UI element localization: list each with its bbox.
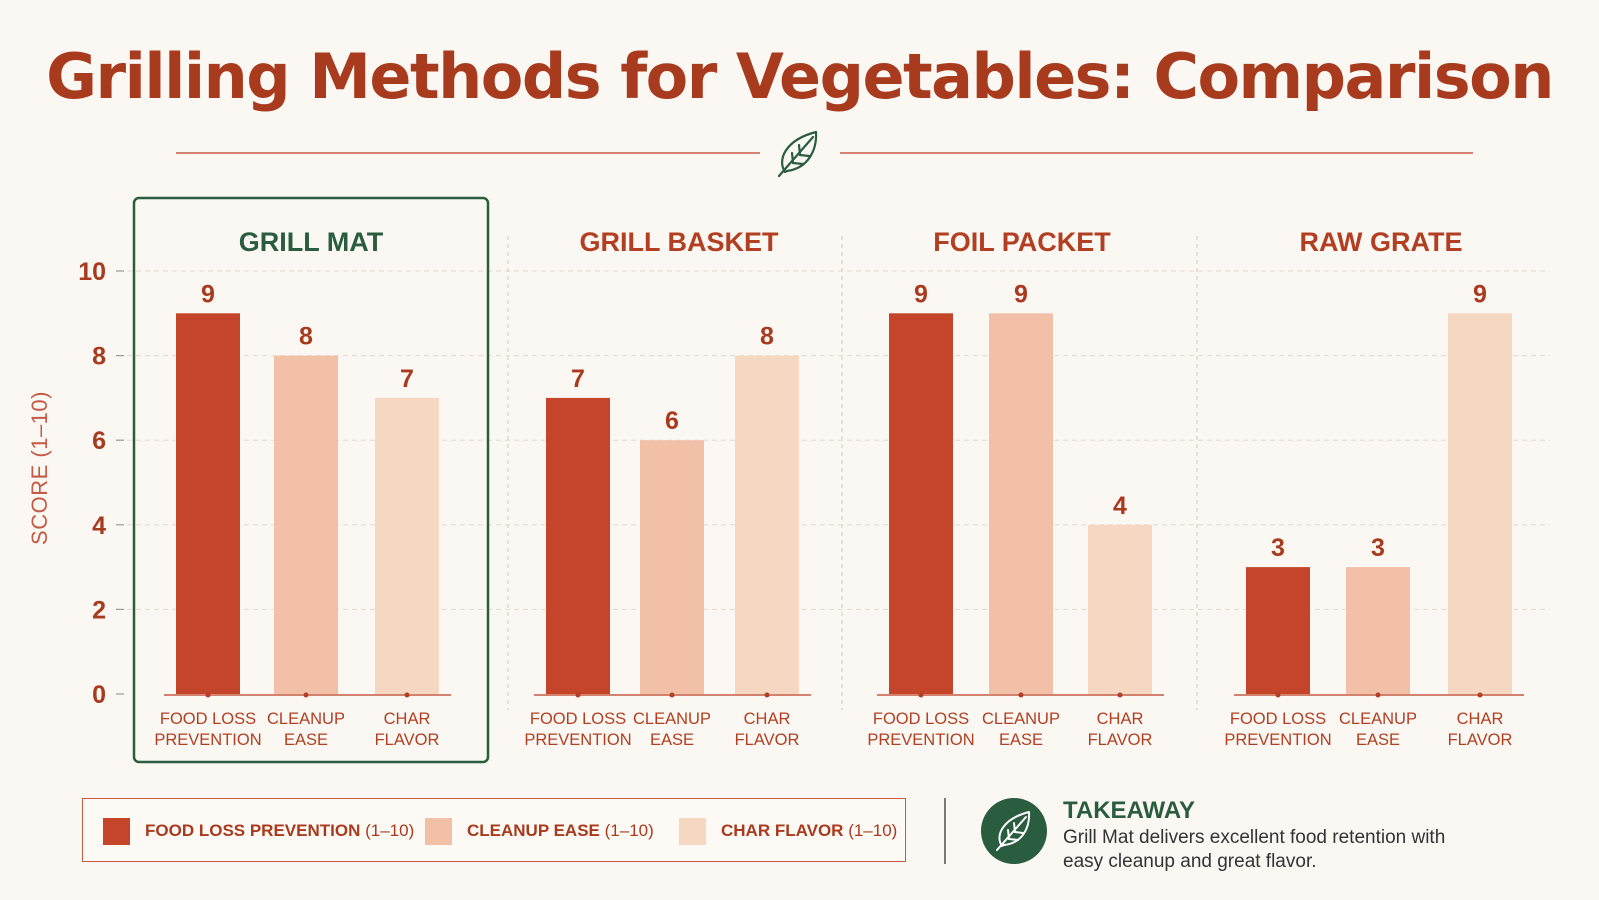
bar-value-label: 9: [1473, 280, 1487, 308]
category-label: EASE: [650, 731, 694, 749]
legend-item-food-loss: FOOD LOSS PREVENTION (1–10): [103, 817, 414, 845]
y-tick-label: 8: [92, 343, 106, 371]
bar-value-label: 8: [760, 323, 774, 351]
category-label: PREVENTION: [154, 731, 261, 749]
category-label: PREVENTION: [1224, 731, 1331, 749]
group-label: FOIL PACKET: [933, 227, 1111, 257]
bar-base-dot: [1018, 692, 1024, 698]
group-label: GRILL MAT: [239, 227, 384, 257]
takeaway-badge: [981, 798, 1047, 864]
category-label: EASE: [1356, 731, 1400, 749]
bar-value-label: 9: [201, 280, 215, 308]
bar-base-dot: [1117, 692, 1123, 698]
takeaway-title: TAKEAWAY: [1063, 797, 1196, 824]
group-label: GRILL BASKET: [579, 227, 779, 257]
legend-item-cleanup: CLEANUP EASE (1–10): [425, 817, 654, 845]
bar: [375, 397, 439, 694]
y-tick-label: 10: [78, 258, 106, 286]
bar-base-dot: [575, 692, 581, 698]
category-label: FLAVOR: [375, 731, 440, 749]
y-tick-label: 4: [92, 512, 106, 540]
category-label: FLAVOR: [1448, 731, 1513, 749]
bar: [989, 313, 1053, 694]
category-label: CHAR: [1097, 710, 1144, 728]
bar-value-label: 7: [400, 365, 414, 393]
takeaway-divider: [944, 798, 946, 864]
bar-base-dot: [205, 692, 211, 698]
category-label: CLEANUP: [982, 710, 1060, 728]
bar: [546, 397, 610, 694]
chart-legend: FOOD LOSS PREVENTION (1–10) CLEANUP EASE…: [82, 798, 906, 862]
y-tick-label: 6: [92, 427, 106, 455]
bar-base-dot: [1275, 692, 1281, 698]
y-tick-label: 2: [92, 596, 106, 624]
bar-value-label: 3: [1271, 534, 1285, 562]
y-axis-label: SCORE (1–10): [27, 391, 52, 545]
legend-item-char: CHAR FLAVOR (1–10): [679, 817, 897, 845]
category-label: CLEANUP: [633, 710, 711, 728]
category-label: FOOD LOSS: [873, 710, 969, 728]
legend-label-cleanup: CLEANUP EASE (1–10): [467, 821, 654, 840]
bar-base-dot: [918, 692, 924, 698]
bar: [1088, 524, 1152, 694]
category-label: FLAVOR: [735, 731, 800, 749]
title-divider: [176, 130, 1473, 178]
y-tick-label: 0: [92, 681, 106, 709]
leaf-icon: [996, 811, 1031, 851]
bar-value-label: 9: [1014, 280, 1028, 308]
bar: [640, 440, 704, 694]
category-label: PREVENTION: [524, 731, 631, 749]
bar: [176, 313, 240, 694]
bar: [1346, 567, 1410, 694]
legend-swatch-cleanup: [425, 817, 452, 845]
bar-base-dot: [764, 692, 770, 698]
category-label: CHAR: [384, 710, 431, 728]
bar-base-dot: [404, 692, 410, 698]
category-label: FOOD LOSS: [160, 710, 256, 728]
legend-swatch-char: [679, 817, 706, 845]
bar-value-label: 6: [665, 407, 679, 435]
category-label: PREVENTION: [867, 731, 974, 749]
bar: [1448, 313, 1512, 694]
category-label: CHAR: [1457, 710, 1504, 728]
category-label: FLAVOR: [1088, 731, 1153, 749]
category-label: EASE: [999, 731, 1043, 749]
category-label: CHAR: [744, 710, 791, 728]
bar-value-label: 3: [1371, 534, 1385, 562]
bar-value-label: 8: [299, 323, 313, 351]
bar: [735, 355, 799, 694]
chart-title: Grilling Methods for Vegetables: Compari…: [46, 40, 1554, 113]
bar-value-label: 9: [914, 280, 928, 308]
bar-base-dot: [669, 692, 675, 698]
legend-swatch-food-loss: [103, 817, 130, 845]
highlight-box: [132, 196, 490, 764]
bar-base-dot: [1375, 692, 1381, 698]
group-label: RAW GRATE: [1300, 227, 1463, 257]
bar: [1246, 567, 1310, 694]
bar-base-dot: [1477, 692, 1483, 698]
category-label: EASE: [284, 731, 328, 749]
bar: [274, 355, 338, 694]
takeaway-text: Grill Mat delivers excellent food retent…: [1063, 827, 1446, 872]
bar-base-dot: [303, 692, 309, 698]
legend-label-food-loss: FOOD LOSS PREVENTION (1–10): [145, 821, 415, 840]
legend-label-char: CHAR FLAVOR (1–10): [721, 821, 898, 840]
category-label: FOOD LOSS: [530, 710, 626, 728]
leaf-icon: [777, 130, 818, 178]
bar: [889, 313, 953, 694]
bar-value-label: 4: [1113, 492, 1127, 520]
category-label: CLEANUP: [1339, 710, 1417, 728]
bar-value-label: 7: [571, 365, 585, 393]
category-label: CLEANUP: [267, 710, 345, 728]
bar-chart: 0 2 4 6 8 10 SCORE (1–10) GRILL MAT 9 FOOD LOSS PR…: [27, 196, 1550, 764]
category-label: FOOD LOSS: [1230, 710, 1326, 728]
